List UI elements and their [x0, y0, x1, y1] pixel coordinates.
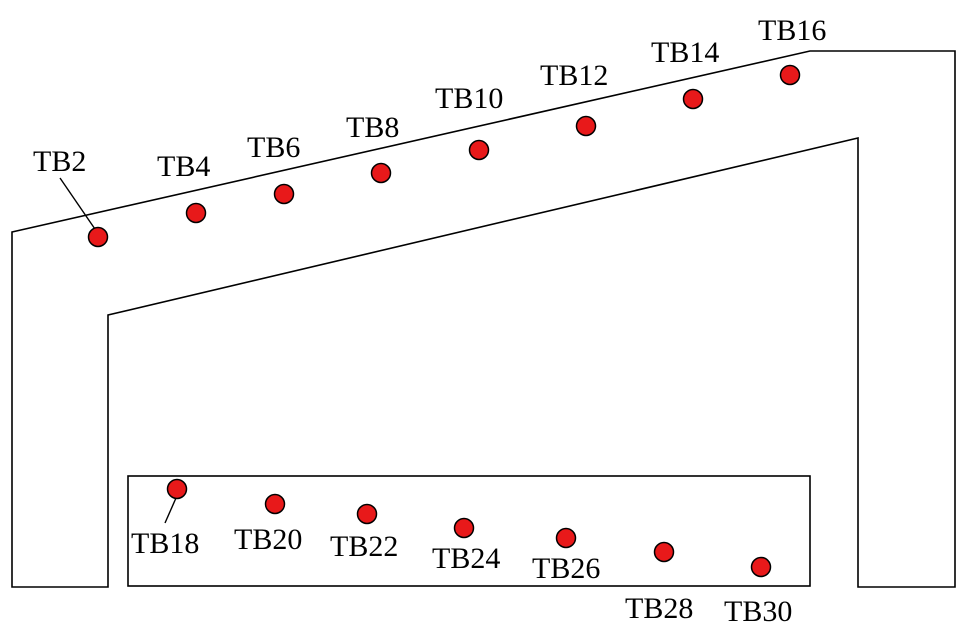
point-marker-tb6 [273, 183, 295, 205]
point-marker-tb12 [575, 115, 597, 137]
point-marker-tb16 [779, 64, 801, 86]
point-marker-tb14 [682, 88, 704, 110]
base-slab-outline [127, 475, 811, 587]
point-marker-tb4 [185, 202, 207, 224]
point-marker-tb24 [453, 517, 475, 539]
tb2-leader-line [59, 177, 98, 233]
point-marker-tb30 [750, 556, 772, 578]
point-marker-tb20 [264, 493, 286, 515]
point-label-tb2: TB2 [33, 145, 86, 178]
point-label-tb26: TB26 [532, 552, 600, 585]
point-marker-tb2 [87, 226, 109, 248]
point-label-tb10: TB10 [435, 82, 503, 115]
tb18-leader-line [164, 497, 177, 524]
point-marker-tb22 [356, 503, 378, 525]
point-marker-tb28 [653, 541, 675, 563]
point-marker-tb10 [468, 139, 490, 161]
point-label-tb16: TB16 [758, 14, 826, 47]
point-label-tb6: TB6 [247, 131, 300, 164]
top-points-group: TB2 TB4 TB6 TB8 TB10 TB12 TB14 TB16 [33, 14, 826, 248]
bottom-points-group: TB18 TB20 TB22 TB24 TB26 TB28 TB30 [131, 478, 792, 628]
point-marker-tb26 [555, 527, 577, 549]
frame-structure-outline [11, 50, 956, 588]
point-label-tb22: TB22 [330, 530, 398, 563]
point-label-tb20: TB20 [234, 523, 302, 556]
point-label-tb8: TB8 [346, 111, 399, 144]
point-marker-tb8 [370, 162, 392, 184]
point-label-tb18: TB18 [131, 527, 199, 560]
point-label-tb30: TB30 [724, 595, 792, 628]
point-label-tb4: TB4 [157, 150, 210, 183]
point-label-tb14: TB14 [651, 36, 719, 69]
point-label-tb12: TB12 [540, 59, 608, 92]
point-label-tb28: TB28 [625, 592, 693, 625]
point-label-tb24: TB24 [432, 542, 500, 575]
point-marker-tb18 [166, 478, 188, 500]
